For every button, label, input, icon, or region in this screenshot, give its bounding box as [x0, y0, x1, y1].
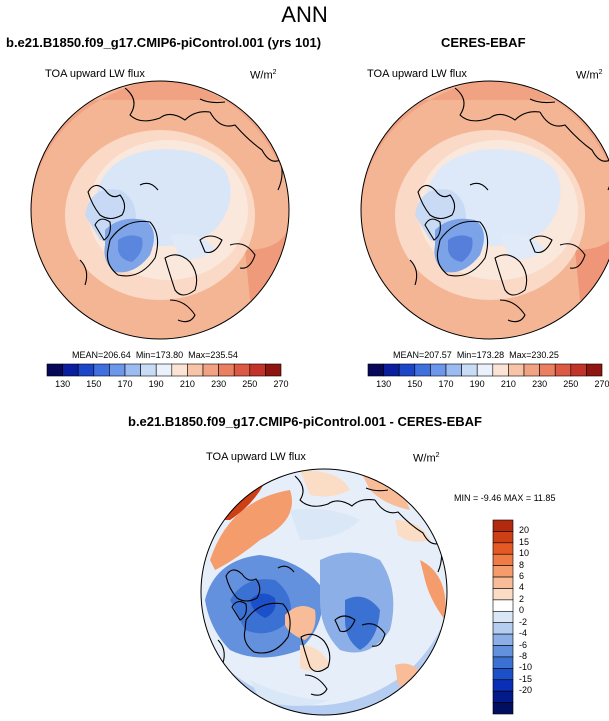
colorbar-tick-label: 130 — [55, 379, 71, 389]
obs-colorbar-ticks: 130 150 170 190 210 230 250 270 — [368, 379, 609, 391]
diff-panel-title: b.e21.B1850.f09_g17.CMIP6-piControl.001 … — [128, 414, 482, 429]
diff-colorbar-swatch — [492, 633, 514, 646]
diff-colorbar-swatch — [492, 645, 514, 658]
colorbar-tick-label: 210 — [500, 379, 516, 389]
model-panel-title: b.e21.B1850.f09_g17.CMIP6-piControl.001 … — [6, 35, 322, 50]
obs-units-label: W/m2 — [576, 69, 603, 82]
obs-variable-label: TOA upward LW flux — [367, 68, 467, 80]
obs-stats-line: MEAN=207.57 Min=173.28 Max=230.25 — [393, 350, 559, 360]
diff-colorbar-tick-label: -8 — [519, 650, 528, 661]
diff-colorbar-tick-label: 4 — [519, 582, 525, 593]
diff-colorbar-tick-label: -10 — [519, 662, 533, 673]
model-stats-line: MEAN=206.64 Min=173.80 Max=235.54 — [72, 350, 238, 360]
obs-panel-title: CERES-EBAF — [441, 35, 526, 50]
diff-colorbar-swatch — [492, 656, 514, 669]
model-colorbar-ticks: 130 150 170 190 210 230 250 270 — [47, 379, 288, 391]
colorbar-tick-label: 250 — [563, 379, 579, 389]
colorbar-tick-label: 150 — [86, 379, 102, 389]
colorbar-tick-label: 230 — [211, 379, 227, 389]
diff-colorbar-swatch — [492, 610, 514, 624]
diff-colorbar-swatch — [492, 588, 514, 601]
colorbar-tick-label: 130 — [376, 379, 392, 389]
diff-colorbar-tick-label: 20 — [519, 525, 530, 536]
diff-units-label: W/m2 — [413, 452, 440, 465]
diff-colorbar-tick-label: -15 — [519, 673, 533, 684]
model-variable-label: TOA upward LW flux — [45, 68, 145, 80]
diff-variable-label: TOA upward LW flux — [206, 451, 306, 463]
plot-title: ANN — [281, 2, 328, 27]
diff-colorbar-swatch — [492, 553, 514, 566]
diff-colorbar-swatch — [492, 519, 514, 532]
colorbar-tick-label: 210 — [179, 379, 195, 389]
diff-colorbar-tick-label: 0 — [519, 605, 525, 616]
diff-colorbar-swatch — [492, 668, 514, 681]
diff-colorbar-tick-label: 15 — [519, 536, 530, 547]
diff-colorbar-swatch — [492, 679, 514, 692]
colorbar-tick-label: 250 — [242, 379, 258, 389]
colorbar-tick-label: 270 — [273, 379, 289, 389]
diff-colorbar-ticks: 20 15 10 8 6 4 2 0 -2 -4 -6 -8 -10 -15 -20 — [519, 520, 559, 714]
obs-colorbar — [367, 363, 603, 377]
diff-colorbar-tick-label: 2 — [519, 593, 525, 604]
diff-colorbar-tick-label: -20 — [519, 685, 533, 696]
diff-colorbar-swatch — [492, 542, 514, 555]
diff-colorbar-swatch — [492, 690, 514, 703]
colorbar-tick-label: 170 — [117, 379, 133, 389]
diff-colorbar-tick-label: -2 — [519, 616, 528, 627]
diff-colorbar-swatch — [492, 565, 514, 578]
model-units-label: W/m2 — [250, 69, 277, 82]
diff-colorbar-tick-label: -4 — [519, 628, 528, 639]
diff-colorbar-swatch — [492, 622, 514, 635]
diff-colorbar-swatch — [492, 599, 514, 612]
diff-colorbar-swatch — [492, 702, 514, 715]
diff-colorbar — [492, 519, 514, 715]
diff-stats-line: MIN = -9.46 MAX = 11.85 — [454, 493, 556, 503]
diff-colorbar-tick-label: 8 — [519, 559, 525, 570]
diff-colorbar-swatch — [492, 531, 514, 544]
diff-colorbar-tick-label: 10 — [519, 548, 530, 559]
colorbar-tick-label: 270 — [594, 379, 609, 389]
diff-colorbar-swatch — [492, 576, 514, 589]
colorbar-tick-label: 170 — [438, 379, 454, 389]
diff-colorbar-tick-label: -6 — [519, 639, 528, 650]
colorbar-tick-label: 190 — [469, 379, 485, 389]
diff-colorbar-tick-label: 6 — [519, 571, 525, 582]
colorbar-tick-label: 190 — [148, 379, 164, 389]
colorbar-tick-label: 230 — [532, 379, 548, 389]
colorbar-swatch — [265, 363, 282, 377]
colorbar-tick-label: 150 — [407, 379, 423, 389]
colorbar-swatch — [586, 363, 603, 377]
model-colorbar — [46, 363, 282, 377]
